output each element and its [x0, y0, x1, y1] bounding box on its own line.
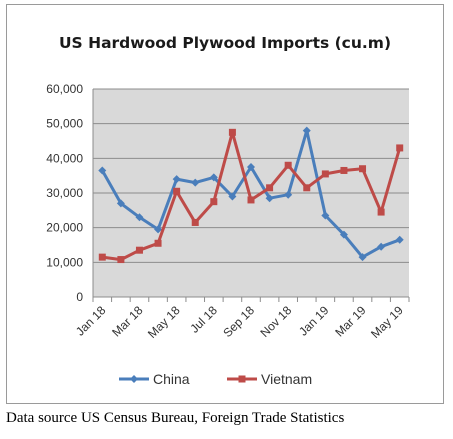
china-data-point: [395, 235, 404, 244]
legend-label: China: [153, 371, 190, 387]
vietnam-data-point: [191, 218, 199, 226]
x-tick-label: Sep 18: [220, 303, 257, 340]
y-tick-label: 0: [76, 290, 83, 304]
vietnam-data-point: [396, 144, 404, 152]
x-tick-label: May 18: [145, 303, 183, 341]
plot-area: 0 10,000 20,000 30,000 40,000 50,000 60,000 Jan…: [46, 82, 410, 341]
china-data-point: [154, 225, 163, 234]
vietnam-data-point: [117, 256, 125, 264]
x-tick-label: Jan 19: [296, 303, 332, 339]
legend-item-china: China: [119, 371, 190, 387]
line-chart: US Hardwood Plywood Imports (cu.m) 0 10,0…: [46, 34, 410, 387]
x-tick-label: Nov 18: [258, 303, 295, 340]
chart-title: US Hardwood Plywood Imports (cu.m): [59, 34, 391, 52]
vietnam-data-point: [154, 239, 162, 247]
china-data-point: [247, 163, 255, 171]
x-tick-label: Jan 18: [73, 303, 109, 339]
vietnam-data-point: [359, 165, 367, 173]
china-data-point: [98, 166, 107, 175]
vietnam-data-point: [303, 184, 311, 192]
vietnam-data-point: [321, 170, 329, 178]
y-tick-label: 30,000: [46, 186, 83, 200]
china-data-point: [377, 242, 386, 251]
vietnam-data-point: [377, 208, 385, 216]
china-data-point: [265, 194, 274, 203]
vietnam-data-point: [173, 187, 181, 195]
y-tick-label: 50,000: [46, 117, 83, 131]
legend-swatch-marker: [238, 375, 246, 383]
y-tick-label: 10,000: [46, 255, 83, 269]
china-data-point: [339, 230, 348, 239]
y-tick-label: 60,000: [46, 82, 83, 96]
china-data-point: [228, 192, 237, 201]
legend-swatch-marker: [130, 375, 138, 383]
china-data-point: [209, 173, 218, 182]
x-tick-label: Mar 19: [332, 303, 369, 340]
china-data-point: [284, 190, 293, 199]
vietnam-data-point: [247, 196, 255, 204]
x-tick-label: Mar 18: [109, 303, 146, 340]
china-data-point: [302, 126, 311, 135]
china-data-point: [321, 211, 330, 220]
y-tick-label: 20,000: [46, 221, 83, 235]
chart-frame: US Hardwood Plywood Imports (cu.m) 0 10,0…: [6, 4, 444, 404]
china-data-point: [172, 175, 181, 184]
source-note: Data source US Census Bureau, Foreign Tr…: [6, 410, 345, 426]
vietnam-data-point: [340, 166, 348, 174]
vietnam-data-point: [210, 198, 218, 206]
china-data-point: [191, 178, 200, 187]
legend-item-vietnam: Vietnam: [227, 371, 312, 387]
legend-label: Vietnam: [261, 371, 312, 387]
vietnam-data-point: [98, 253, 106, 261]
vietnam-data-point: [135, 246, 143, 254]
vietnam-data-point: [266, 184, 274, 192]
x-tick-label: May 19: [368, 303, 406, 341]
vietnam-data-point: [284, 161, 292, 169]
legend: China Vietnam: [119, 371, 312, 387]
china-data-point: [135, 213, 144, 222]
x-tick-label: Jul 18: [187, 303, 220, 336]
y-tick-label: 40,000: [46, 151, 83, 165]
vietnam-data-point: [228, 128, 236, 136]
china-data-point: [358, 253, 367, 262]
china-data-point: [116, 199, 125, 208]
